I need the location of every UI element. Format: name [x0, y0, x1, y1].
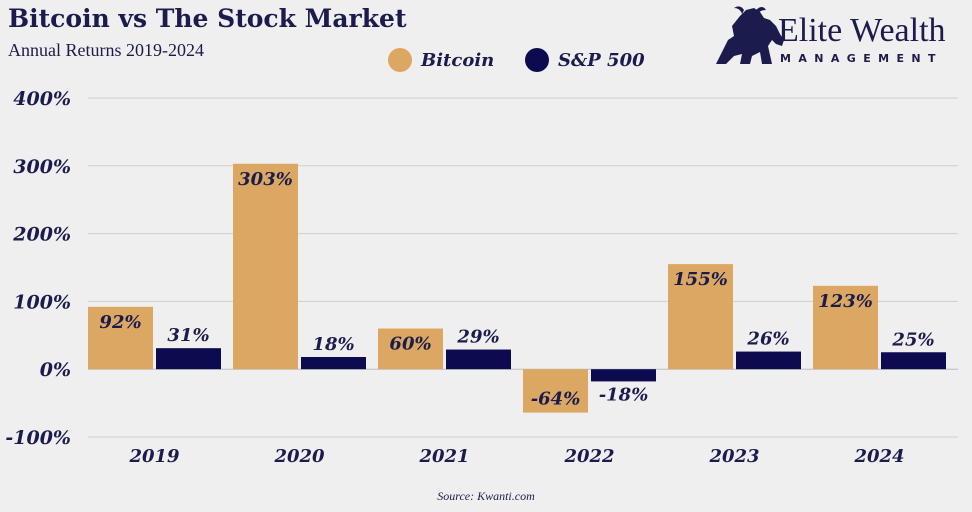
data-label-bitcoin: 155%: [673, 269, 728, 290]
data-label-sp500: 25%: [891, 329, 934, 350]
y-axis-ticks: 400% 300% 200% 100% 0% -100%: [5, 88, 71, 449]
x-tick-label: 2020: [273, 446, 325, 467]
chart-subtitle: Annual Returns 2019-2024: [8, 40, 204, 60]
x-tick-label: 2024: [853, 446, 904, 467]
bar-bitcoin: [233, 163, 298, 370]
legend-label-bitcoin: Bitcoin: [421, 49, 495, 71]
bar-bitcoin: [813, 285, 878, 370]
bar-sp500: [156, 348, 221, 370]
bars: [88, 163, 946, 413]
legend-swatch-bitcoin: [388, 48, 412, 72]
bull-icon: [716, 6, 784, 64]
bar-sp500: [591, 369, 656, 382]
data-label-bitcoin: -64%: [531, 389, 581, 410]
data-label-bitcoin: 303%: [238, 169, 293, 190]
data-label-sp500: 29%: [456, 327, 499, 348]
y-tick-label: 400%: [13, 88, 71, 110]
data-label-sp500: 18%: [312, 334, 354, 355]
source-note: Source: Kwanti.com: [437, 489, 535, 503]
data-labels: 92% 31% 303% 18% 60% 29% -64% -18% 155% 26% 123% 25…: [99, 169, 934, 410]
y-tick-label: -100%: [5, 427, 71, 449]
data-label-bitcoin: 123%: [818, 291, 873, 312]
y-tick-label: 0%: [40, 359, 71, 381]
legend-item-bitcoin: Bitcoin: [388, 48, 494, 72]
y-tick-label: 100%: [13, 291, 71, 313]
bar-sp500: [446, 349, 511, 370]
bar-bitcoin: [88, 306, 153, 370]
legend-label-sp500: S&P 500: [558, 49, 645, 71]
y-tick-label: 200%: [12, 224, 71, 246]
x-tick-label: 2019: [128, 446, 180, 467]
y-tick-label: 300%: [13, 156, 71, 178]
data-label-bitcoin: 60%: [389, 334, 431, 355]
chart-title: Bitcoin vs The Stock Market: [8, 4, 407, 33]
bar-sp500: [736, 351, 801, 370]
legend-swatch-sp500: [525, 48, 549, 72]
data-label-bitcoin: 92%: [99, 312, 141, 333]
bar-bitcoin: [668, 264, 733, 370]
x-axis-ticks: 2019 2020 2021 2022 2023 2024: [128, 446, 904, 467]
legend-item-sp500: S&P 500: [525, 48, 645, 72]
data-label-sp500: 31%: [167, 325, 209, 346]
logo-subtitle: MANAGEMENT: [780, 52, 943, 65]
data-label-sp500: -18%: [599, 384, 649, 405]
x-tick-label: 2022: [563, 446, 614, 467]
bar-sp500: [301, 356, 366, 370]
bar-sp500: [881, 352, 946, 370]
x-tick-label: 2023: [708, 446, 759, 467]
bar-bitcoin: [523, 369, 588, 413]
brand-logo: Elite Wealth MANAGEMENT: [714, 6, 964, 68]
x-tick-label: 2021: [418, 446, 469, 467]
logo-name: Elite Wealth: [778, 12, 946, 49]
data-label-sp500: 26%: [746, 329, 789, 350]
bar-bitcoin: [378, 328, 443, 370]
